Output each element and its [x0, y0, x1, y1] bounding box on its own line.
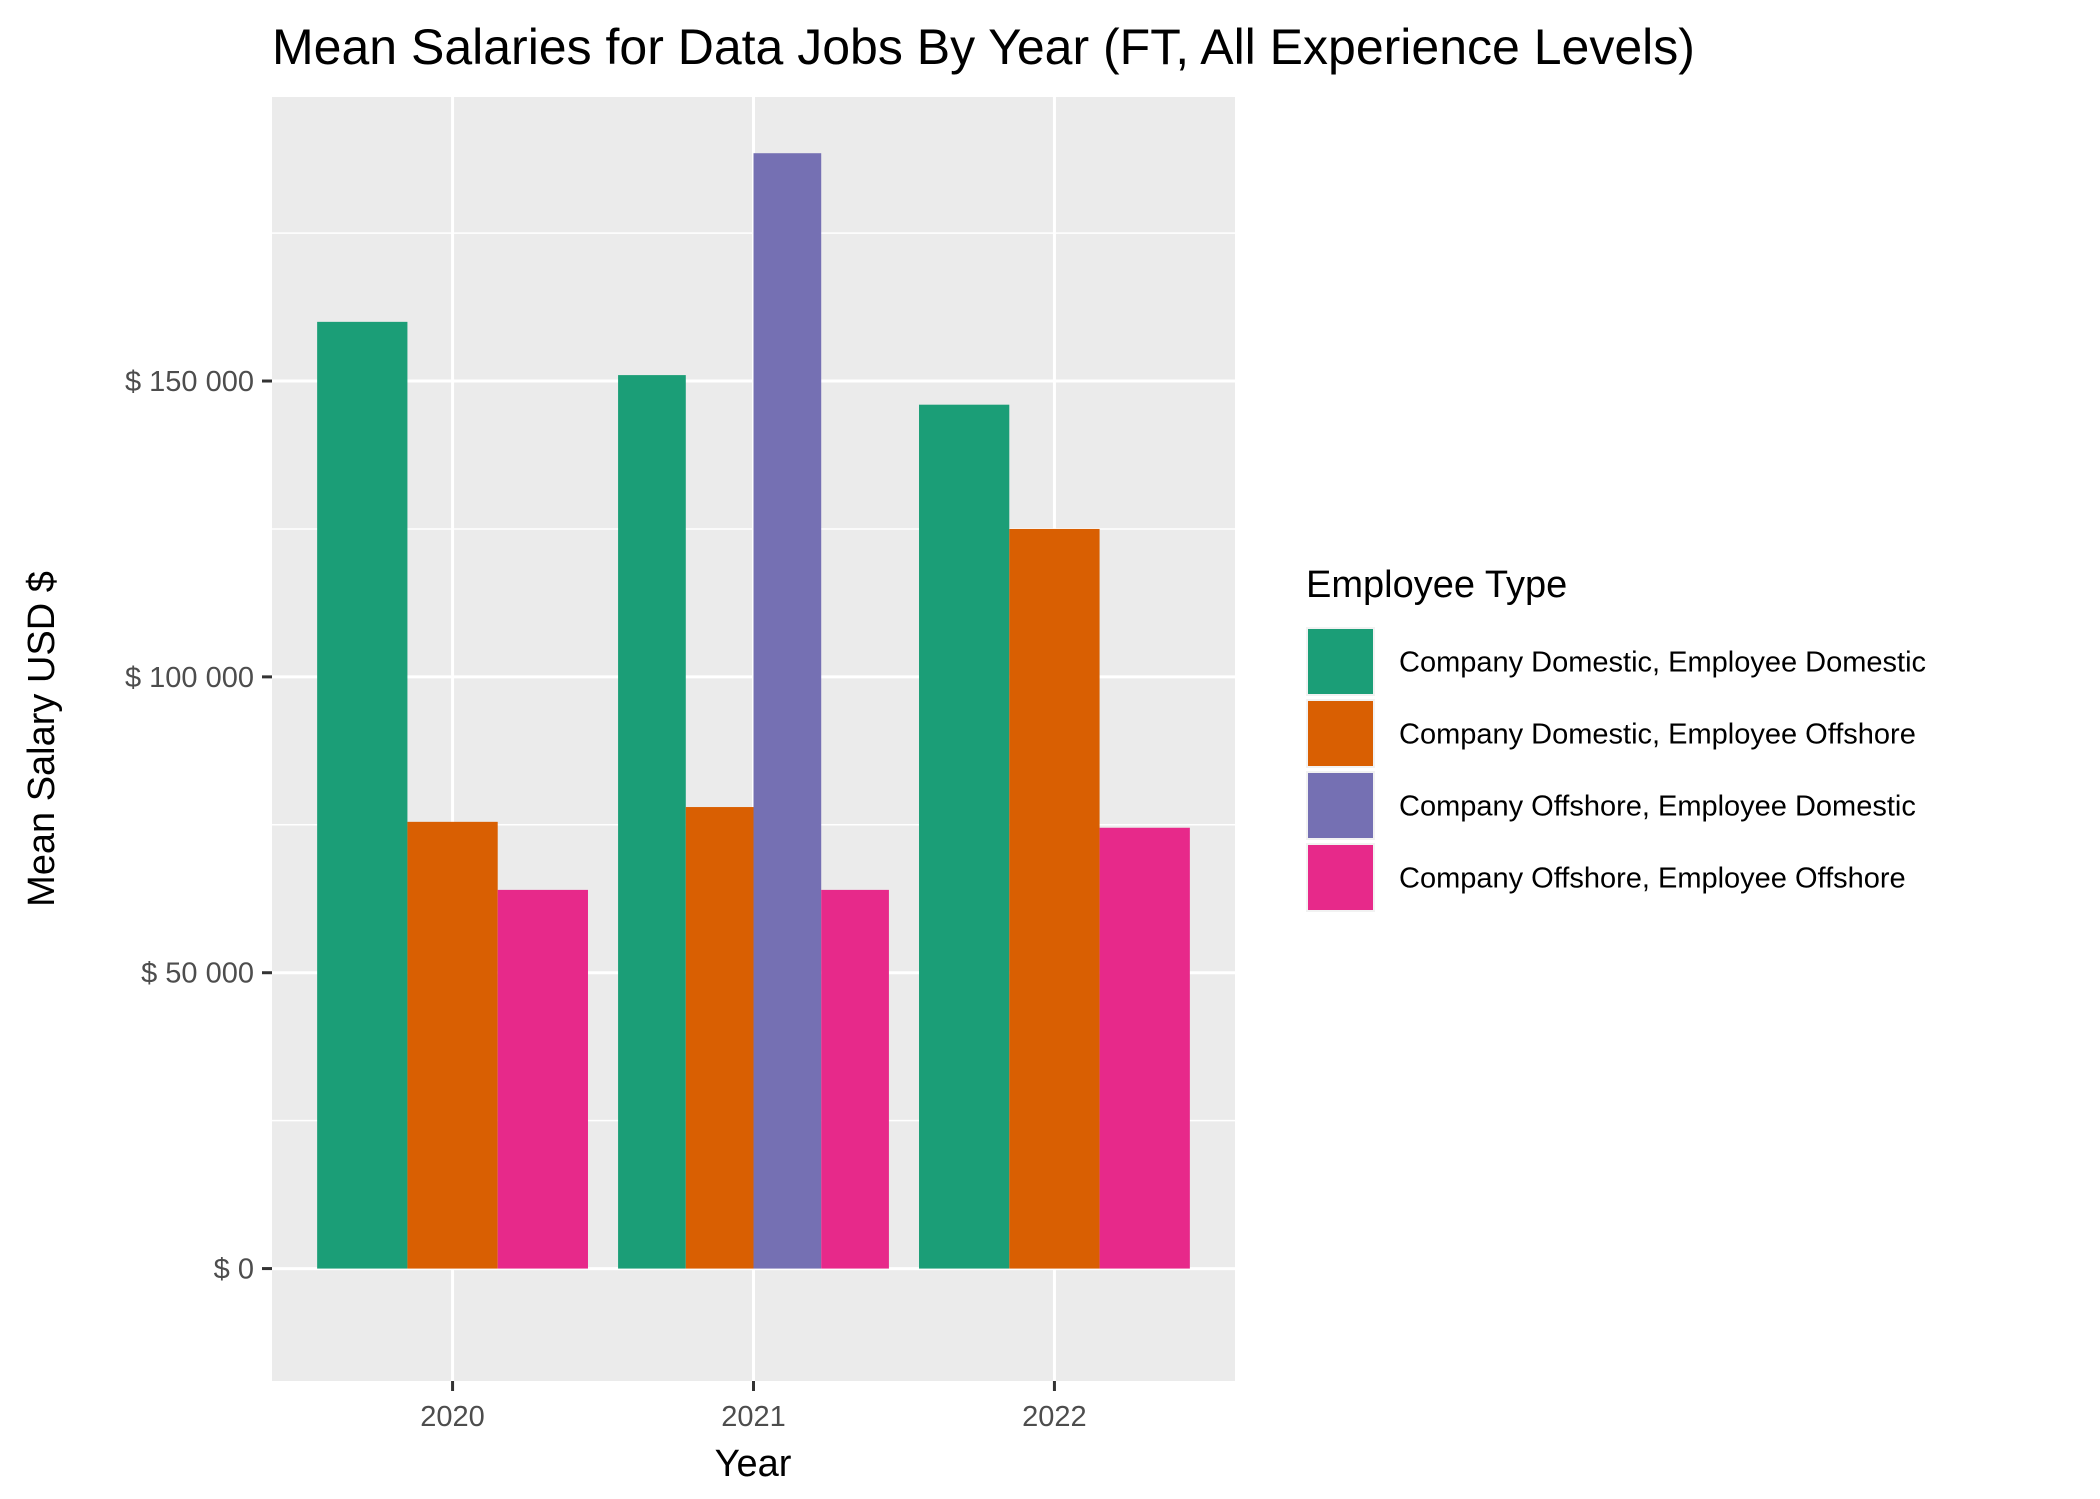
y-axis: $ 0 $ 50 000 $ 100 000 $ 150 000 — [125, 366, 272, 1286]
bar-group — [317, 153, 1190, 1269]
x-tick-label: 2022 — [1022, 1401, 1087, 1433]
y-axis-title: Mean Salary USD $ — [21, 571, 63, 907]
legend: Employee Type Company Domestic, Employee… — [1306, 564, 1926, 912]
legend-swatch — [1308, 773, 1373, 838]
legend-label: Company Offshore, Employee Offshore — [1399, 863, 1906, 895]
bar-2022-series-4 — [1099, 827, 1190, 1269]
legend-label: Company Offshore, Employee Domestic — [1399, 791, 1916, 823]
bar-2021-series-2 — [685, 807, 754, 1269]
y-tick-label: $ 0 — [214, 1254, 254, 1286]
bar-2021-series-1 — [618, 375, 686, 1269]
y-tick-label: $ 150 000 — [125, 366, 254, 398]
legend-swatch — [1308, 629, 1373, 694]
x-tick-label: 2021 — [721, 1401, 786, 1433]
x-axis: 2020 2021 2022 — [420, 1381, 1087, 1433]
y-tick-label: $ 50 000 — [141, 958, 254, 990]
x-tick-label: 2020 — [420, 1401, 485, 1433]
bar-2022-series-2 — [1009, 528, 1100, 1269]
chart-title: Mean Salaries for Data Jobs By Year (FT,… — [272, 19, 1695, 75]
legend-swatch — [1308, 845, 1373, 910]
y-tick-label: $ 100 000 — [125, 662, 254, 694]
legend-title: Employee Type — [1306, 564, 1567, 606]
legend-label: Company Domestic, Employee Offshore — [1399, 719, 1916, 751]
bar-2021-series-4 — [821, 889, 889, 1269]
bar-2022-series-1 — [919, 404, 1010, 1269]
bar-2020-series-2 — [407, 821, 498, 1269]
bar-2020-series-4 — [497, 889, 588, 1269]
bar-2021-series-3 — [753, 153, 822, 1269]
legend-label: Company Domestic, Employee Domestic — [1399, 647, 1926, 679]
x-axis-title: Year — [715, 1443, 792, 1485]
legend-swatch — [1308, 701, 1373, 766]
bar-2020-series-1 — [317, 321, 408, 1269]
